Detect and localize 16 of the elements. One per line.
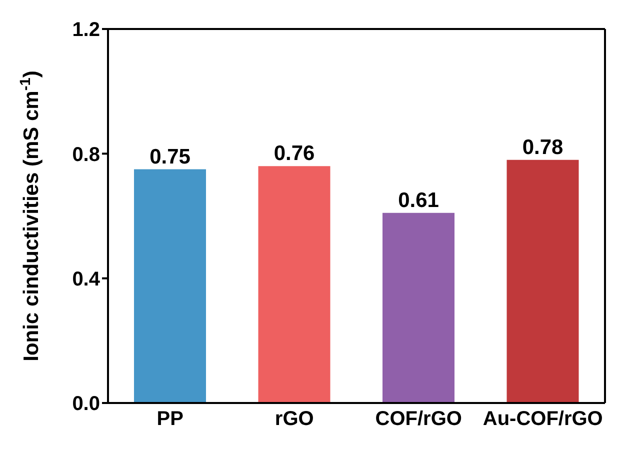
x-tick-label: rGO bbox=[274, 408, 314, 430]
bar bbox=[134, 169, 206, 403]
bar bbox=[258, 166, 330, 403]
data-label: 0.61 bbox=[398, 188, 440, 212]
x-tick-label: COF/rGO bbox=[375, 408, 462, 430]
data-label: 0.75 bbox=[150, 145, 191, 168]
data-label: 0.78 bbox=[522, 136, 564, 159]
bar bbox=[382, 212, 454, 403]
data-label: 0.76 bbox=[274, 142, 315, 166]
bar bbox=[506, 160, 579, 403]
y-tick-label: 1.2 bbox=[72, 19, 100, 42]
y-tick-label: 0.4 bbox=[72, 268, 101, 290]
x-tick-label: PP bbox=[156, 408, 184, 430]
y-tick-label: 0.8 bbox=[72, 144, 100, 166]
y-tick-label: 0.0 bbox=[72, 393, 100, 416]
x-tick-label: Au-COF/rGO bbox=[482, 408, 603, 430]
